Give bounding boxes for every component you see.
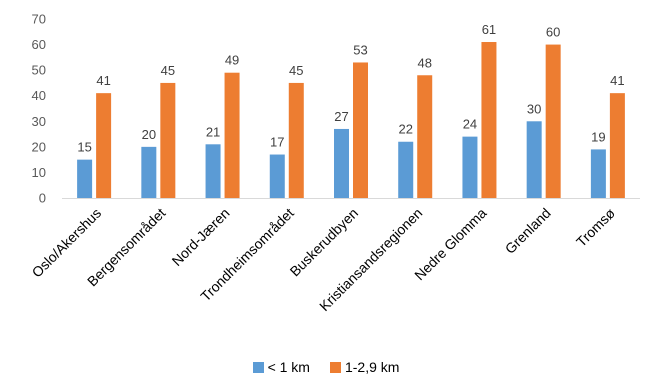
data-label-series-2: 41 xyxy=(610,73,624,88)
bar-series-2 xyxy=(224,72,240,198)
data-label-series-2: 49 xyxy=(225,53,239,68)
bar-series-1 xyxy=(205,144,221,198)
data-label-series-2: 45 xyxy=(161,63,175,78)
data-label-series-1: 15 xyxy=(77,140,91,155)
data-label-series-2: 60 xyxy=(546,25,560,40)
data-label-series-1: 17 xyxy=(270,135,284,150)
data-label-series-2: 48 xyxy=(417,55,431,70)
bar-series-1 xyxy=(141,146,157,198)
data-label-series-1: 20 xyxy=(142,127,156,142)
y-tick-label: 20 xyxy=(32,139,46,154)
bar-series-1 xyxy=(334,128,349,198)
data-label-series-2: 45 xyxy=(289,63,303,78)
legend-label-series-1: < 1 km xyxy=(267,359,310,375)
y-tick-label: 60 xyxy=(32,37,46,52)
y-tick-label: 50 xyxy=(32,63,46,78)
bar-series-1 xyxy=(590,149,606,198)
bar-series-1 xyxy=(526,121,542,198)
data-label-series-2: 53 xyxy=(353,42,367,57)
bar-series-2 xyxy=(160,82,176,198)
bar-series-2 xyxy=(545,44,561,199)
category-label: Tromsø xyxy=(573,204,618,249)
bar-series-2 xyxy=(609,93,625,198)
y-tick-label: 10 xyxy=(32,165,46,180)
bar-series-2 xyxy=(96,93,112,198)
y-axis-ticks: 0 10 20 30 40 50 60 70 xyxy=(32,12,46,206)
data-label-series-1: 30 xyxy=(527,101,541,116)
bar-series-1 xyxy=(462,136,478,198)
legend-item-series-2: 1-2,9 km xyxy=(329,359,400,375)
bar-series-1 xyxy=(77,159,93,198)
data-label-series-2: 41 xyxy=(96,73,110,88)
data-label-series-1: 27 xyxy=(334,109,348,124)
bar-series-2 xyxy=(288,82,304,198)
legend-label-series-2: 1-2,9 km xyxy=(344,359,400,375)
legend-item-series-1: < 1 km xyxy=(252,359,310,375)
data-label-series-1: 21 xyxy=(206,124,220,139)
y-tick-label: 40 xyxy=(32,88,46,103)
bar-series-2 xyxy=(481,42,497,199)
y-tick-label: 70 xyxy=(32,12,46,27)
legend: < 1 km 1-2,9 km xyxy=(0,356,652,378)
bars xyxy=(77,42,625,199)
y-tick-label: 30 xyxy=(32,114,46,129)
data-label-series-1: 19 xyxy=(591,129,605,144)
bar-chart: 0 10 20 30 40 50 60 70 15 41 20 45 21 49 17 45 27 53 22 48… xyxy=(29,12,640,314)
y-tick-label: 0 xyxy=(39,191,46,206)
data-label-series-1: 24 xyxy=(463,117,477,132)
bar-series-2 xyxy=(353,62,368,198)
data-labels: 15 41 20 45 21 49 17 45 27 53 22 48 24 61 30 60 19 41 xyxy=(77,22,624,155)
bar-series-2 xyxy=(417,75,433,198)
legend-swatch-series-2 xyxy=(329,361,341,373)
legend-swatch-series-1 xyxy=(252,361,264,373)
data-label-series-1: 22 xyxy=(398,122,412,137)
category-label: Nord-Jæren xyxy=(169,205,233,269)
data-label-series-2: 61 xyxy=(482,22,496,37)
category-label: Grenland xyxy=(502,205,554,257)
bar-series-1 xyxy=(398,141,414,198)
bar-series-1 xyxy=(269,154,285,198)
